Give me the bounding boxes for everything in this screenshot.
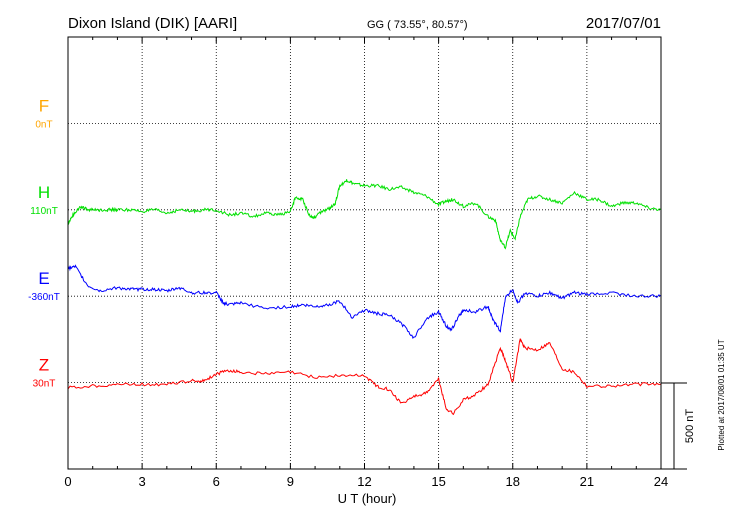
- x-axis-ticks: 0 3 6 9 12 15 18 21 24: [64, 37, 668, 489]
- plotted-timestamp: Plotted at 2017/08/01 01:35 UT: [717, 339, 726, 450]
- channel-baseline-e: -360nT: [28, 292, 60, 303]
- channel-label-f: F: [39, 96, 49, 115]
- x-tick-label: 18: [506, 474, 520, 489]
- x-tick-label: 24: [654, 474, 668, 489]
- series-line-e: [67, 264, 662, 339]
- coordinates-label: GG ( 73.55°, 80.57°): [367, 19, 468, 31]
- channel-label-e: E: [38, 269, 49, 288]
- grid-lines: [68, 37, 661, 469]
- x-tick-label: 21: [580, 474, 594, 489]
- x-tick-label: 3: [139, 474, 146, 489]
- series-line-z: [67, 338, 662, 416]
- channel-labels: F 0nT H 110nT E -360nT Z 30nT: [28, 96, 60, 389]
- channel-label-h: H: [38, 183, 50, 202]
- channel-baseline-h: 110nT: [30, 206, 58, 217]
- x-tick-label: 15: [431, 474, 445, 489]
- series-layer: [67, 179, 662, 416]
- date-label: 2017/07/01: [586, 15, 661, 32]
- channel-baseline-f: 0nT: [35, 119, 52, 130]
- x-tick-label: 6: [213, 474, 220, 489]
- x-tick-label: 9: [287, 474, 294, 489]
- channel-label-z: Z: [39, 356, 49, 375]
- station-title: Dixon Island (DIK) [AARI]: [68, 15, 237, 32]
- series-line-h: [67, 179, 662, 250]
- x-tick-label: 12: [357, 474, 371, 489]
- scale-bar-label: 500 nT: [684, 409, 696, 444]
- channel-baseline-z: 30nT: [33, 379, 56, 390]
- scale-bar: 500 nT: [661, 382, 696, 470]
- x-axis-label: U T (hour): [338, 491, 397, 506]
- x-tick-label: 0: [64, 474, 71, 489]
